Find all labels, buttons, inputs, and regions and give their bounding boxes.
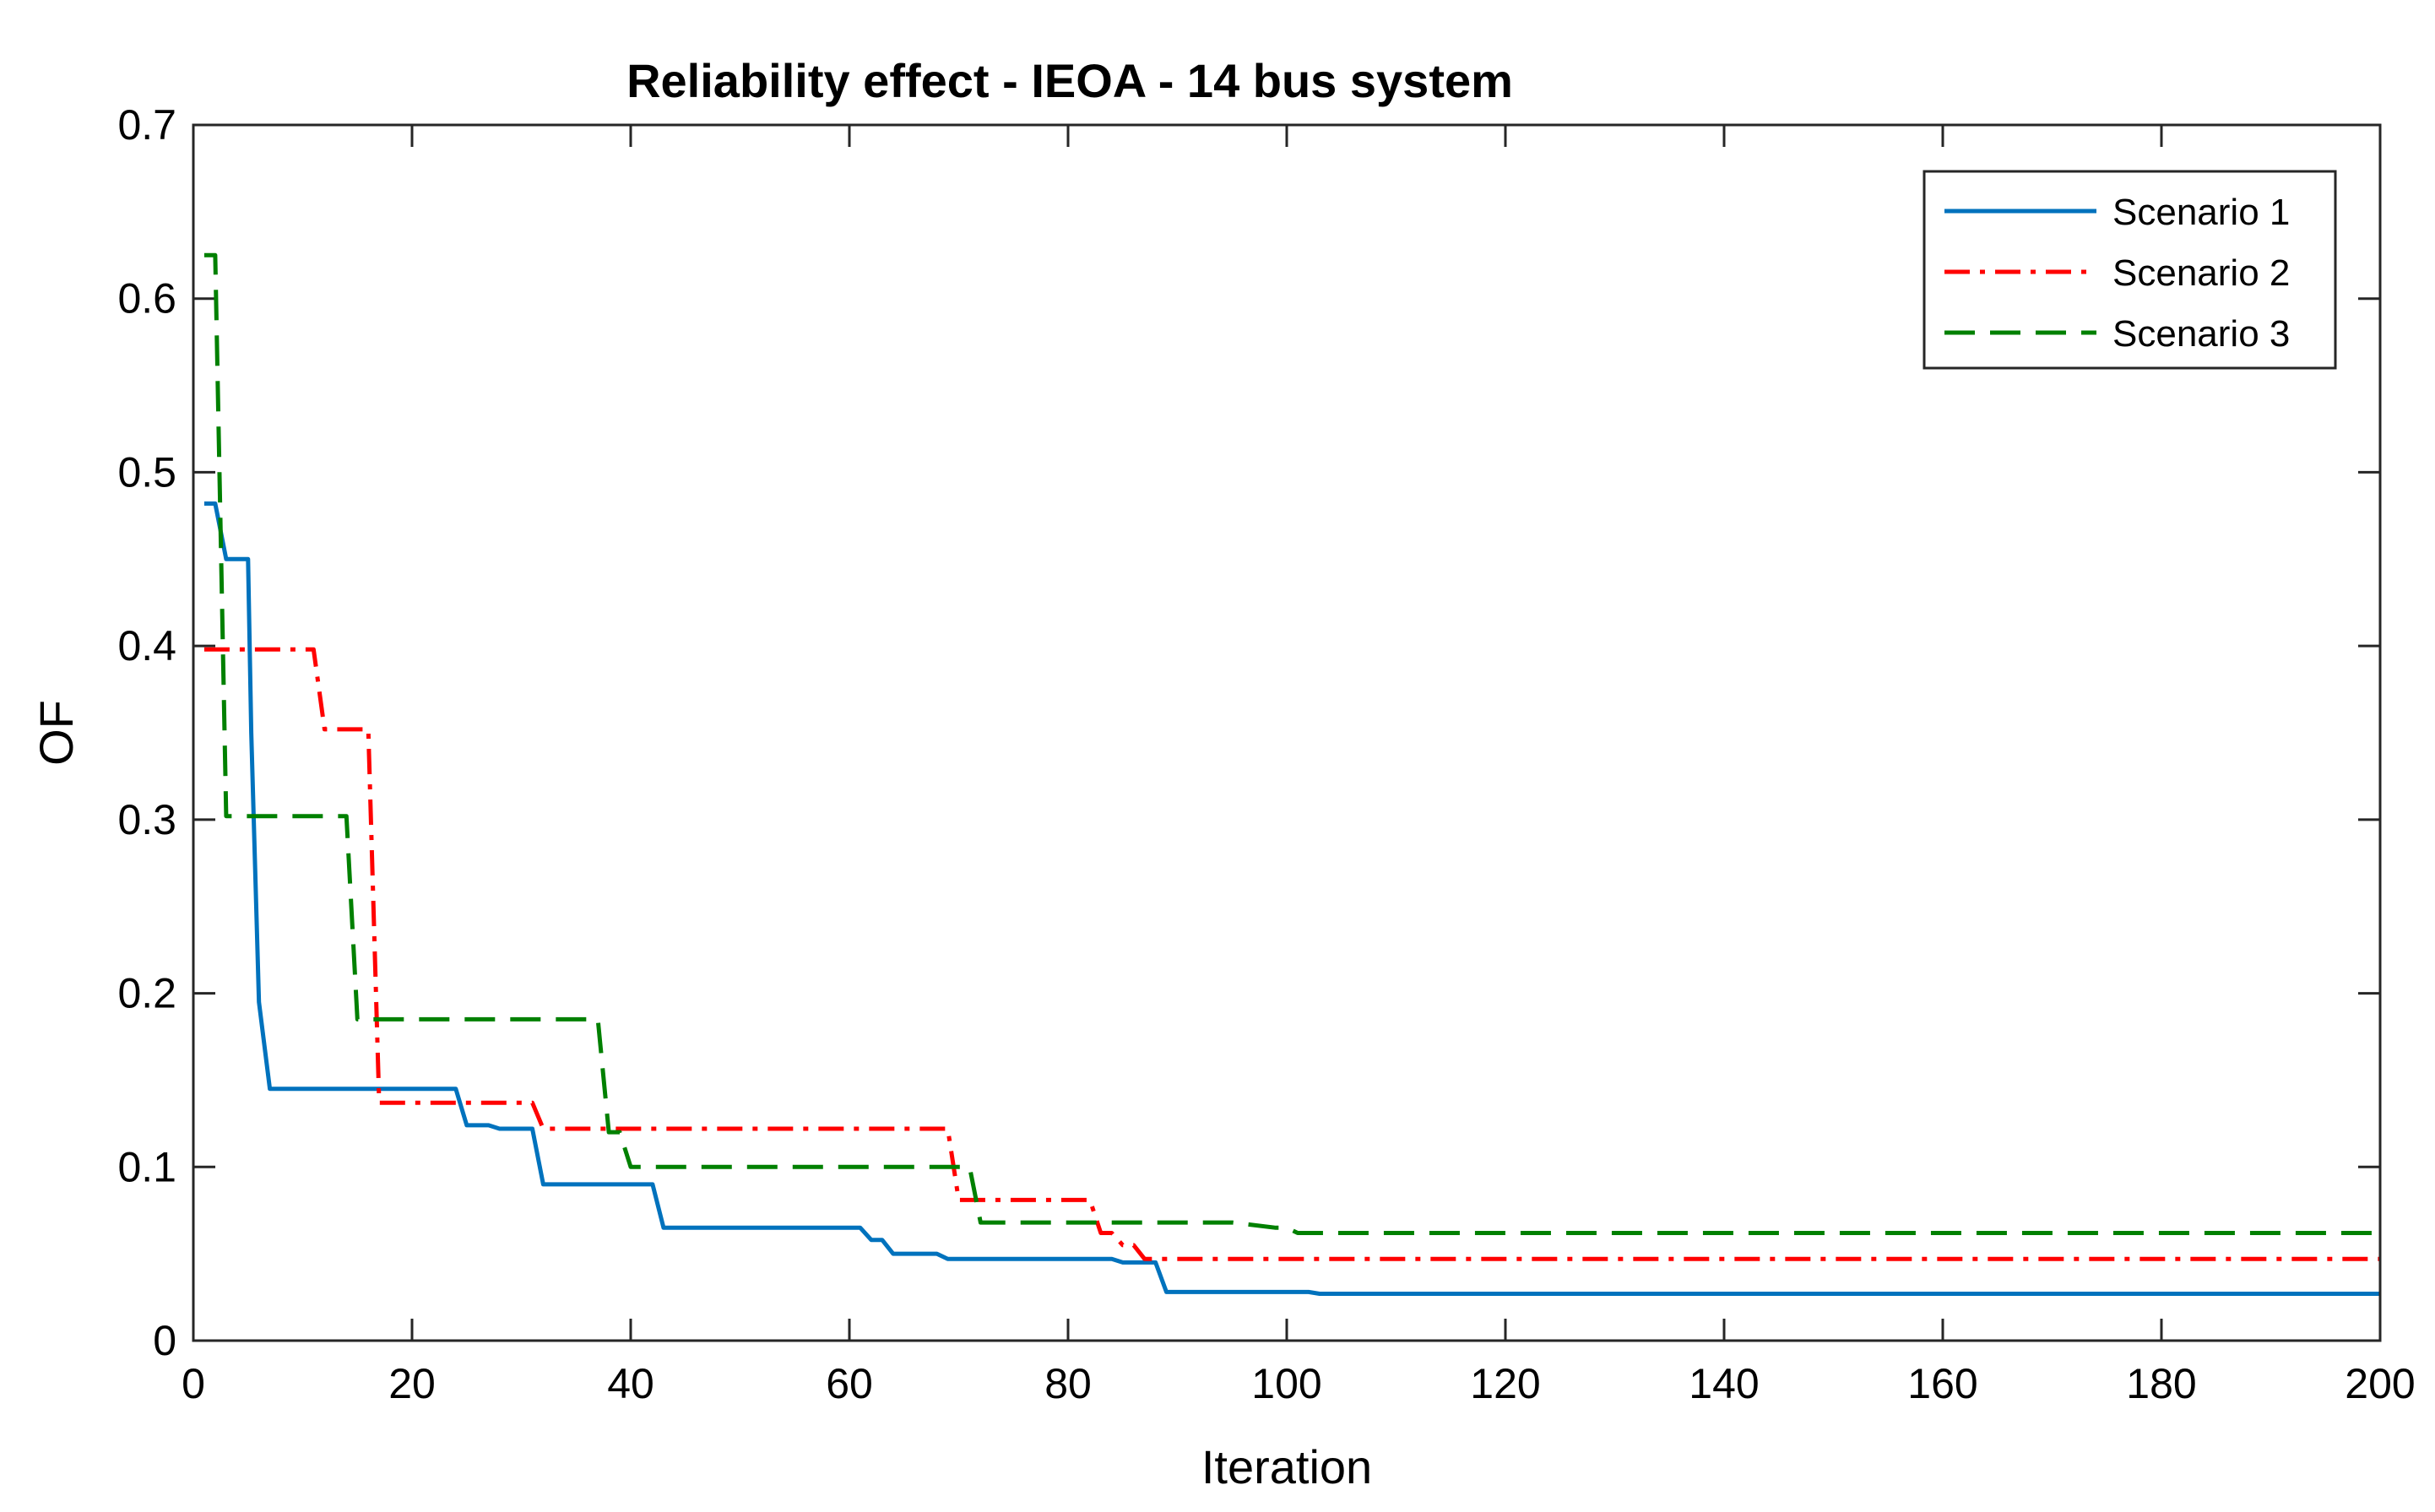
y-tick-label: 0.4 [117, 622, 176, 669]
x-tick-label: 0 [182, 1360, 205, 1407]
y-tick-label: 0.3 [117, 796, 176, 843]
x-tick-label: 140 [1689, 1360, 1759, 1407]
x-tick-label: 40 [607, 1360, 654, 1407]
x-tick-label: 80 [1044, 1360, 1092, 1407]
y-tick-label: 0.2 [117, 970, 176, 1017]
chart-title: Reliability effect - IEOA - 14 bus syste… [626, 54, 1513, 107]
series-line-scenario-2 [203, 647, 2380, 1261]
x-tick-label: 160 [1907, 1360, 1977, 1407]
y-tick-label: 0.6 [117, 275, 176, 322]
y-tick-label: 0.5 [117, 448, 176, 496]
legend: Scenario 1 Scenario 2 Scenario 3 [1923, 170, 2337, 370]
tick-labels: 0 20 40 60 80 100 120 140 160 180 200 0 0.1 0.2 0.3 0.4… [117, 101, 2415, 1407]
y-tick-label: 0.7 [117, 101, 176, 149]
series-line-scenario-3 [203, 252, 2380, 1235]
y-tick-label: 0 [153, 1317, 176, 1364]
y-tick-label: 0.1 [117, 1143, 176, 1190]
plot-series [203, 252, 2380, 1296]
x-tick-label: 120 [1470, 1360, 1540, 1407]
x-axis-label: Iteration [1201, 1440, 1372, 1493]
x-tick-label: 100 [1251, 1360, 1321, 1407]
legend-label-scenario-2: Scenario 2 [2112, 252, 2290, 294]
x-tick-label: 200 [2345, 1360, 2415, 1407]
plot-area-frame [192, 123, 2382, 1342]
legend-box [1923, 170, 2337, 370]
x-tick-label: 60 [826, 1360, 873, 1407]
legend-label-scenario-1: Scenario 1 [2112, 192, 2290, 233]
y-axis-label: OF [30, 700, 83, 766]
series-line-scenario-1 [203, 501, 2380, 1296]
x-tick-label: 20 [388, 1360, 436, 1407]
x-tick-label: 180 [2126, 1360, 2196, 1407]
legend-label-scenario-3: Scenario 3 [2112, 313, 2290, 355]
